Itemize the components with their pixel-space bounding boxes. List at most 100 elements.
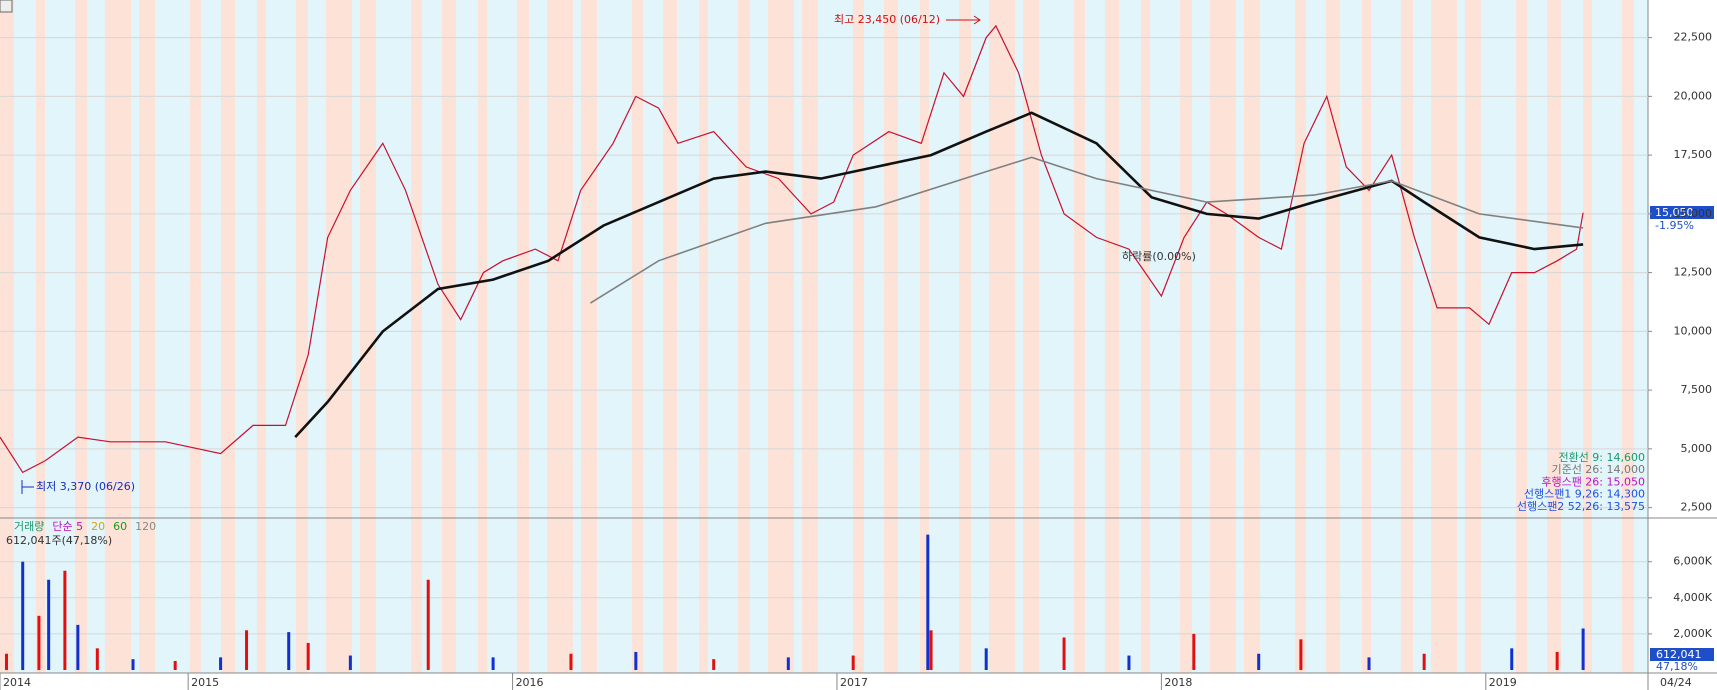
bg-stripe	[1465, 0, 1481, 673]
last-price: 15,050	[1655, 206, 1694, 219]
bg-stripe	[257, 0, 266, 673]
bg-stripe	[1634, 0, 1648, 673]
y-tick-label: 4,000K	[1673, 591, 1712, 604]
bg-stripe	[573, 0, 581, 673]
bg-stripe	[1583, 0, 1592, 673]
bg-stripe	[1192, 0, 1210, 673]
bg-stripe	[296, 0, 308, 673]
bg-stripe	[487, 0, 517, 673]
bg-stripe	[581, 0, 597, 673]
date-label: 04/24	[1660, 676, 1692, 689]
bg-stripe	[632, 0, 643, 673]
bg-stripe	[326, 0, 352, 673]
y-tick-label: 20,000	[1674, 89, 1713, 102]
bg-stripe	[920, 0, 929, 673]
y-tick-label: 15,000	[1674, 207, 1713, 220]
bg-stripe	[1481, 0, 1516, 673]
x-tick-label: 2019	[1489, 676, 1517, 689]
volume-bar	[1062, 637, 1066, 670]
bg-stripe	[376, 0, 411, 673]
y-tick-label: 17,500	[1674, 148, 1713, 161]
volume-bar	[712, 659, 716, 670]
y-tick-label: 22,500	[1674, 31, 1713, 44]
bg-stripe	[1371, 0, 1401, 673]
bg-stripe	[14, 0, 36, 673]
bg-stripe	[1295, 0, 1306, 673]
volume-bar	[1257, 653, 1261, 670]
bg-stripe	[898, 0, 920, 673]
bg-stripe	[517, 0, 529, 673]
bg-stripe	[1105, 0, 1119, 673]
bg-stripe	[1622, 0, 1634, 673]
bg-stripe	[1015, 0, 1023, 673]
bg-stripe	[794, 0, 802, 673]
volume-bar	[1581, 628, 1585, 670]
x-tick-label: 2015	[191, 676, 219, 689]
change: -1.95%	[1655, 219, 1694, 232]
indicator-legend: 선행스팬2 52,26: 13,575	[1517, 500, 1645, 513]
annotation: 최저 3,370 (06/26)	[36, 480, 135, 493]
menu-icon[interactable]	[0, 0, 13, 13]
bg-stripe	[235, 0, 257, 673]
volume-bar	[1299, 639, 1303, 670]
volume-bar	[173, 660, 177, 670]
bg-stripe	[1457, 0, 1465, 673]
y-tick-label: 12,500	[1674, 266, 1713, 279]
bg-stripe	[802, 0, 818, 673]
volume-bar	[245, 630, 249, 670]
x-tick-label: 2018	[1164, 676, 1192, 689]
y-tick-label: 7,500	[1681, 383, 1713, 396]
bg-stripe	[768, 0, 794, 673]
volume-bar	[851, 655, 855, 670]
bg-stripe	[597, 0, 632, 673]
volume-bar	[786, 657, 790, 670]
x-tick-label: 2016	[516, 676, 544, 689]
volume-bar	[926, 534, 930, 670]
bg-stripe	[1340, 0, 1362, 673]
volume-bar	[63, 570, 67, 670]
bg-stripe	[1039, 0, 1074, 673]
volume-bar	[1422, 653, 1426, 670]
bg-stripe	[818, 0, 853, 673]
y-tick-label: 10,000	[1674, 324, 1713, 337]
bg-stripe	[1150, 0, 1180, 673]
bg-stripe	[139, 0, 155, 673]
volume-bar	[984, 648, 988, 670]
x-tick-label: 2014	[3, 676, 31, 689]
bg-stripe	[352, 0, 360, 673]
x-tick-label: 2017	[840, 676, 868, 689]
bg-stripe	[663, 0, 677, 673]
indicator-legend: 후행스팬 26: 15,050	[1541, 475, 1645, 488]
volume-legend: 단순 5	[52, 520, 83, 533]
bg-stripe	[1431, 0, 1457, 673]
last-price-box	[1650, 206, 1714, 219]
bg-stripe	[45, 0, 75, 673]
bg-stripe	[971, 0, 989, 673]
bg-stripe	[87, 0, 105, 673]
volume-bar	[634, 651, 638, 670]
bg-stripe	[1592, 0, 1622, 673]
bg-stripe	[1516, 0, 1527, 673]
volume-bar	[219, 657, 223, 670]
bg-stripe	[1236, 0, 1244, 673]
bg-stripe	[738, 0, 750, 673]
bg-stripe	[1561, 0, 1583, 673]
bg-stripe	[1244, 0, 1260, 673]
bg-stripe	[929, 0, 959, 673]
bg-stripe	[1547, 0, 1561, 673]
bg-stripe	[0, 0, 14, 673]
bg-stripe	[411, 0, 422, 673]
indicator-legend: 기준선 26: 14,000	[1551, 463, 1645, 476]
volume-bar	[1510, 648, 1514, 670]
last-volume-box	[1650, 648, 1714, 661]
volume-legend: 거래량	[14, 520, 44, 533]
bg-stripe	[422, 0, 442, 673]
bg-stripe	[360, 0, 376, 673]
arrow	[946, 15, 981, 25]
bg-stripe	[75, 0, 87, 673]
bg-stripe	[456, 0, 478, 673]
volume-bar	[37, 615, 41, 670]
volume-bar	[131, 659, 135, 670]
indicator-legend: 전환선 9: 14,600	[1558, 451, 1645, 464]
